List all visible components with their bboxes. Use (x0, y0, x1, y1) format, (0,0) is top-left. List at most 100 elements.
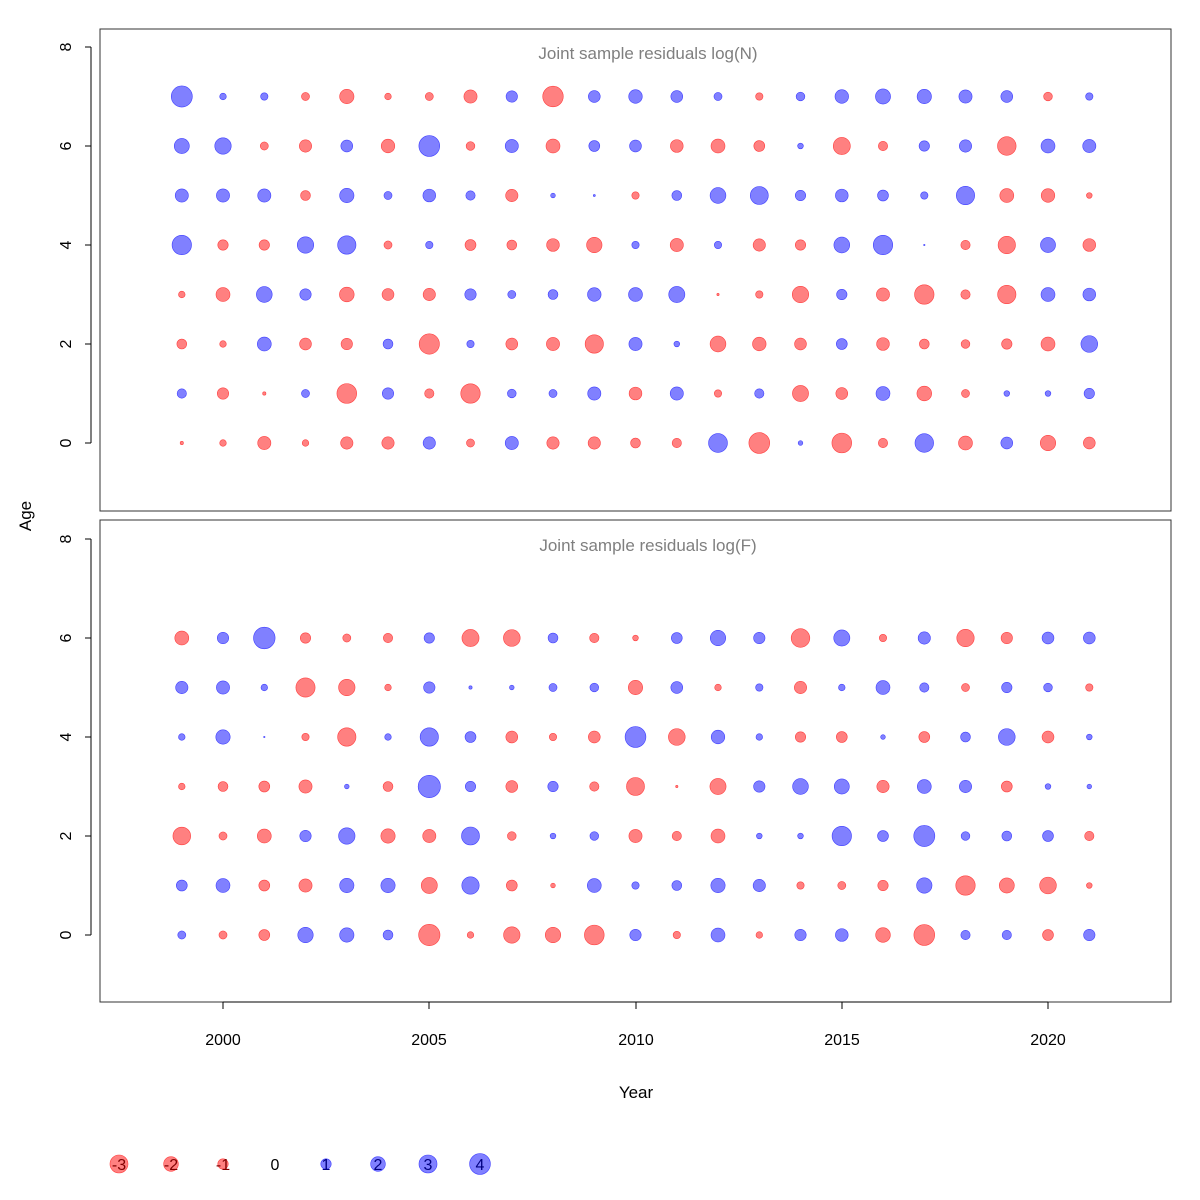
f-residual-bubble-2010-age6 (632, 634, 639, 642)
n-residual-bubble-2020-age6 (1040, 138, 1056, 154)
f-residual-bubble-2004-age6 (383, 633, 393, 643)
f-residual-bubble-2019-age5 (1001, 681, 1013, 693)
n-residual-bubble-2012-age0 (708, 433, 728, 453)
n-residual-bubble-2001-age2 (257, 336, 272, 352)
n-residual-bubble-2009-age5 (592, 194, 596, 197)
n-residual-bubble-2012-age5 (709, 187, 727, 204)
n-residual-bubble-2002-age5 (300, 190, 311, 201)
n-residual-bubble-2008-age2 (546, 337, 560, 351)
legend-label--1: -1 (216, 1157, 230, 1174)
n-residual-bubble-2001-age5 (257, 188, 272, 203)
f-residual-bubble-2017-age2 (913, 825, 936, 847)
n-residual-bubble-2012-age3 (716, 293, 720, 296)
f-residual-bubble-2005-age3 (417, 775, 441, 798)
legend: -3 -2 -1 0 1 2 3 4 (109, 1153, 491, 1175)
n-residual-bubble-2018-age0 (958, 435, 973, 451)
n-residual-bubble-2017-age0 (914, 433, 934, 453)
n-residual-bubble-2013-age2 (752, 336, 767, 352)
f-residual-bubble-2020-age1 (1039, 876, 1057, 895)
panel-bottom-title: Joint sample residuals log(F) (539, 536, 756, 555)
n-residual-bubble-2020-age1 (1044, 390, 1052, 397)
n-residual-bubble-2019-age5 (999, 188, 1015, 203)
f-residual-bubble-2021-age1 (1086, 882, 1093, 889)
f-residual-bubble-2006-age3 (464, 780, 476, 792)
n-residual-bubble-2000-age3 (215, 287, 231, 302)
legend-label--3: -3 (112, 1157, 126, 1174)
n-residual-bubble-2001-age1 (262, 391, 267, 396)
x-tick-label-2015: 2015 (824, 1032, 860, 1049)
n-residual-bubble-2014-age0 (797, 440, 804, 446)
n-residual-bubble-2006-age1 (460, 383, 481, 404)
f-residual-bubble-2012-age6 (709, 629, 727, 647)
f-residual-bubble-2017-age3 (917, 779, 932, 794)
n-residual-bubble-2014-age1 (792, 385, 809, 402)
n-residual-bubble-2007-age7 (505, 90, 518, 103)
n-residual-bubble-2016-age5 (877, 189, 889, 202)
f-residual-bubble-2016-age6 (879, 634, 887, 642)
f-residual-bubble-2011-age0 (672, 931, 681, 939)
f-residual-bubble-2020-age2 (1042, 830, 1054, 842)
n-residual-bubble-2005-age3 (422, 288, 436, 301)
n-residual-bubble-2012-age6 (710, 138, 726, 154)
x-tick-label-2000: 2000 (205, 1032, 241, 1049)
n-residual-bubble-2007-age6 (504, 139, 519, 153)
f-residual-bubble-2002-age1 (298, 878, 313, 893)
f-residual-bubble-2015-age5 (838, 683, 846, 692)
f-residual-bubble-2008-age4 (549, 733, 557, 741)
n-residual-bubble-2014-age6 (797, 142, 804, 150)
n-residual-bubble-2010-age6 (629, 139, 642, 153)
f-residual-bubble-2003-age1 (339, 878, 355, 893)
f-residual-bubble-2013-age0 (755, 931, 763, 939)
n-residual-bubble-1999-age3 (178, 290, 186, 299)
n-residual-bubble-2004-age1 (381, 387, 394, 400)
n-residual-bubble-2019-age3 (997, 285, 1017, 304)
n-residual-bubble-2014-age5 (794, 190, 806, 202)
legend-label-2: 2 (374, 1157, 383, 1174)
n-residual-bubble-2015-age4 (833, 236, 850, 254)
legend-label-4: 4 (476, 1157, 485, 1174)
panel-bottom-y-axis (85, 538, 92, 936)
n-residual-bubble-1999-age4 (171, 234, 192, 256)
f-residual-bubble-2013-age3 (753, 780, 766, 793)
legend-label--2: -2 (164, 1157, 178, 1174)
f-residual-bubble-2006-age5 (468, 685, 473, 690)
n-residual-bubble-2016-age2 (876, 337, 890, 351)
panel-top: Joint sample residuals log(N) 0 2 4 6 8 (58, 28, 1172, 512)
f-residual-bubble-2012-age2 (710, 828, 726, 844)
f-residual-bubble-2009-age0 (584, 924, 605, 946)
f-residual-bubble-2017-age0 (913, 924, 935, 946)
n-residual-bubble-2015-age3 (836, 288, 848, 300)
n-residual-bubble-2006-age0 (466, 438, 475, 448)
f-residual-bubble-2001-age2 (257, 828, 272, 844)
f-residual-bubble-2011-age2 (671, 831, 682, 841)
f-residual-bubble-2015-age4 (836, 731, 848, 743)
f-residual-bubble-2006-age1 (461, 876, 480, 895)
n-residual-bubble-2015-age5 (835, 188, 849, 203)
n-residual-bubble-2018-age7 (958, 89, 973, 104)
n-residual-bubble-2004-age4 (383, 240, 393, 250)
n-residual-bubble-2016-age0 (878, 438, 888, 448)
n-residual-bubble-2010-age4 (631, 241, 640, 249)
n-residual-bubble-2000-age6 (214, 137, 232, 155)
f-residual-bubble-2011-age1 (671, 880, 683, 891)
f-residual-bubble-2011-age6 (671, 632, 683, 644)
f-residual-bubble-2012-age4 (710, 729, 726, 745)
n-residual-bubble-2003-age2 (340, 337, 353, 350)
n-residual-bubble-2019-age1 (1003, 390, 1010, 397)
n-residual-bubble-2012-age1 (714, 389, 722, 398)
n-residual-bubble-2005-age2 (418, 333, 440, 355)
n-residual-bubble-2006-age7 (463, 89, 478, 104)
f-residual-bubble-2005-age6 (423, 632, 435, 644)
x-tick-label-2020: 2020 (1030, 1032, 1066, 1049)
f-residual-bubble-2007-age5 (509, 684, 515, 691)
f-residual-bubble-2006-age0 (466, 931, 475, 939)
n-residual-bubble-2010-age3 (628, 287, 643, 302)
n-residual-bubble-2017-age1 (916, 385, 932, 402)
n-residual-bubble-2021-age4 (1082, 238, 1096, 252)
f-residual-bubble-2004-age4 (384, 733, 392, 741)
n-residual-bubble-2020-age0 (1039, 434, 1057, 452)
n-residual-bubble-2014-age3 (791, 285, 810, 304)
f-residual-bubble-1999-age3 (178, 782, 186, 791)
n-residual-bubble-2004-age6 (380, 138, 396, 154)
f-residual-bubble-2015-age0 (835, 928, 849, 942)
